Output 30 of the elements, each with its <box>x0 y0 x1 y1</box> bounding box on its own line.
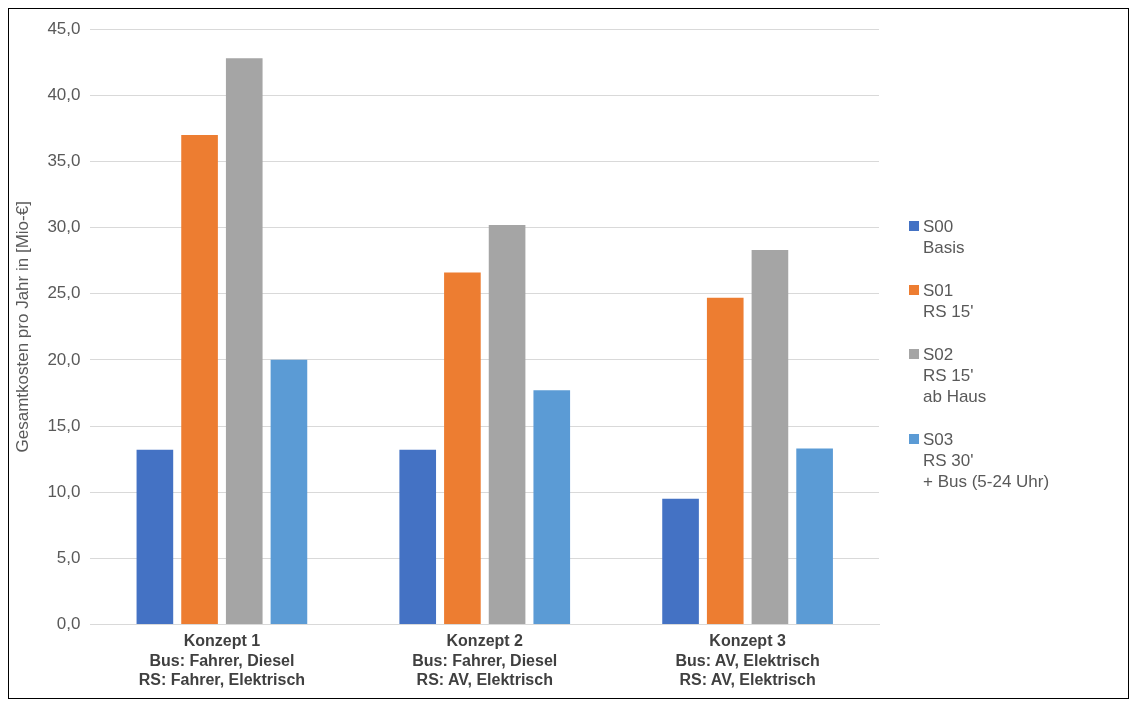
y-tick-label: 20,0 <box>47 349 81 369</box>
bar <box>225 58 263 624</box>
legend-label: S02 RS 15' ab Haus <box>923 343 987 407</box>
bar <box>399 449 437 624</box>
y-tick-label: 10,0 <box>47 481 81 501</box>
y-tick-label: 0,0 <box>56 614 81 634</box>
y-tick-label: 35,0 <box>47 151 81 171</box>
legend-label: S01 RS 15' <box>923 279 974 322</box>
y-tick-label: 40,0 <box>47 85 81 105</box>
y-tick-label: 15,0 <box>47 415 81 435</box>
y-tick-label: 30,0 <box>47 217 81 237</box>
x-tick-label: Konzept 1 Bus: Fahrer, Diesel RS: Fahrer, Elektrisch <box>138 632 306 688</box>
legend-label: S03 RS 30' + Bus (5-24 Uhr) <box>923 428 1050 492</box>
bar <box>796 448 833 624</box>
bar <box>662 498 699 624</box>
x-tick-label: Konzept 3 Bus: AV, Elektrisch RS: AV, Elektrisch <box>675 632 820 688</box>
bar <box>444 272 481 624</box>
bar <box>181 135 218 624</box>
bar <box>751 250 789 624</box>
bar <box>533 390 571 624</box>
bar <box>706 297 744 624</box>
y-tick-label: 5,0 <box>56 547 81 567</box>
legend-label: S00 Basis <box>923 215 965 258</box>
bar <box>136 449 174 624</box>
bar <box>488 224 526 624</box>
x-tick-label: Konzept 2 Bus: Fahrer, Diesel RS: AV, Elektrisch <box>412 632 558 688</box>
y-tick-label: 45,0 <box>47 18 81 38</box>
y-axis-title: Gesamtkosten pro Jahr in [Mio-€] <box>12 201 32 453</box>
y-tick-label: 25,0 <box>47 283 81 303</box>
bar <box>270 359 308 624</box>
